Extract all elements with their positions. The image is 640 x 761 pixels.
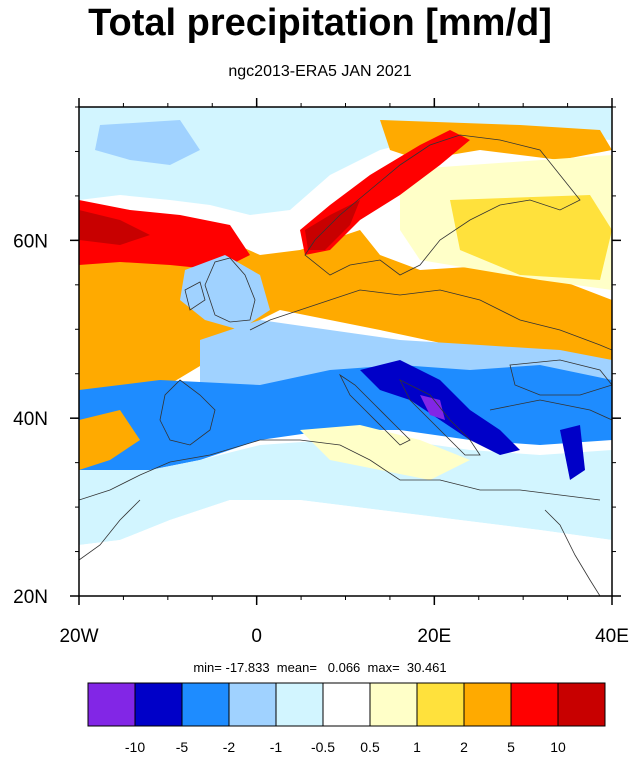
colorbar-swatch [369, 682, 418, 727]
colorbar-swatch [510, 682, 559, 727]
field-blue-north [95, 120, 200, 165]
field-yellow-nafrica [300, 425, 470, 480]
coast-turkey [489, 399, 612, 421]
colorbar-label: -0.5 [311, 739, 335, 755]
coast-north-africa [79, 439, 601, 501]
colorbar: -10 -5 -2 -1 -0.5 0.5 1 2 5 10 [87, 682, 606, 755]
colorbar-label: -2 [223, 739, 236, 755]
colorbar-label: 0.5 [360, 739, 380, 755]
field-darkred-norway [305, 200, 360, 250]
colorbar-label: -10 [125, 739, 145, 755]
lon-tick-label: 40E [595, 626, 629, 647]
colorbar-swatch [134, 682, 183, 727]
coast-continent [249, 289, 612, 351]
colorbar-swatch [416, 682, 465, 727]
lat-tick-label: 40N [13, 409, 48, 430]
field-darkblue-turkey [560, 425, 585, 480]
coast-iberia [159, 379, 216, 446]
lat-tick-label: 60N [13, 231, 48, 252]
colorbar-swatch [557, 682, 606, 727]
coast-scandinavia [304, 134, 581, 276]
coast-black-sea [509, 359, 612, 396]
colorbar-swatch [181, 682, 230, 727]
field-blue-britain [180, 255, 270, 330]
coast-red-sea [544, 509, 601, 596]
map-axis-ticks: 20W 0 20E 40E 20N 40N 60N [13, 98, 629, 647]
colorbar-label: 1 [413, 739, 421, 755]
field-purple-adriatic [420, 395, 445, 420]
precipitation-field [79, 107, 612, 596]
lon-tick-label: 0 [251, 626, 262, 647]
colorbar-label: -5 [176, 739, 189, 755]
colorbar-swatch [275, 682, 324, 727]
coast-ireland [184, 281, 206, 311]
colorbar-label: 2 [460, 739, 468, 755]
coastlines [79, 134, 612, 596]
colorbar-swatch [322, 682, 371, 727]
field-white-sahara [79, 500, 612, 596]
coast-italy [338, 373, 411, 446]
colorbar-label: 5 [507, 739, 515, 755]
colorbar-swatch [87, 682, 136, 727]
field-orange-iberia [79, 410, 140, 470]
colorbar-swatch [228, 682, 277, 727]
field-blue-mediterranean [79, 365, 612, 475]
field-lightblue-africa [79, 440, 612, 545]
field-red-atlantic [79, 200, 250, 270]
coast-britain [204, 257, 256, 323]
field-statistics: min= -17.833 mean= 0.066 max= 30.461 [193, 660, 447, 675]
field-darkred-atlantic [79, 210, 150, 245]
lon-tick-label: 20E [417, 626, 451, 647]
lat-tick-label: 20N [13, 587, 48, 608]
coast-balkans-greece [399, 379, 481, 456]
colorbar-label: 10 [550, 739, 566, 755]
field-gold-russia [450, 195, 612, 280]
lon-tick-label: 20W [59, 626, 98, 647]
map-title: Total precipitation [mm/d] [88, 2, 552, 44]
map-subtitle: ngc2013-ERA5 JAN 2021 [228, 63, 412, 80]
colorbar-swatch [463, 682, 512, 727]
colorbar-label: -1 [270, 739, 283, 755]
coast-west-africa [79, 499, 141, 561]
